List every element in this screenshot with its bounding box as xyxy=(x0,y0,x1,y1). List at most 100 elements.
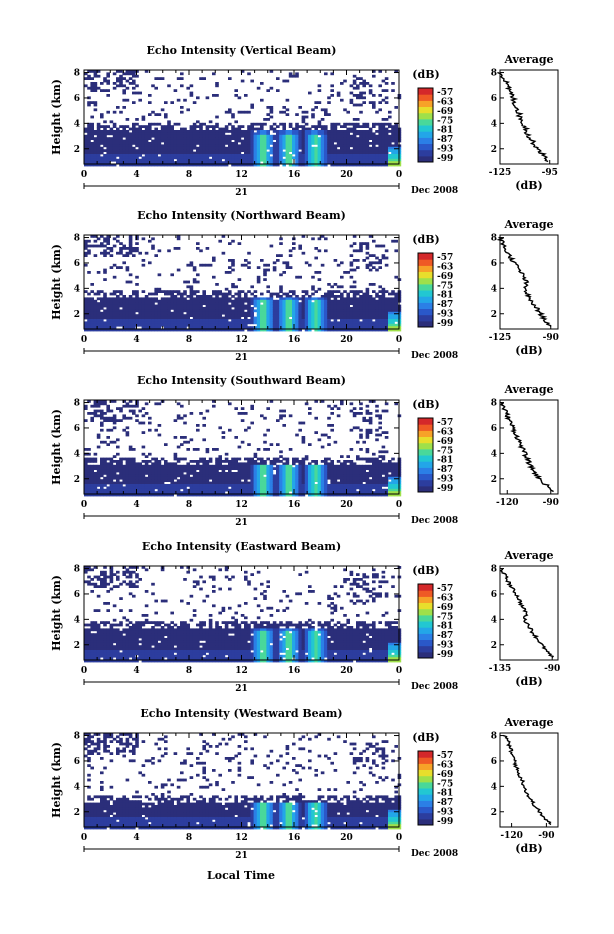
heatmap-cell xyxy=(366,321,370,324)
heatmap-cell xyxy=(174,297,178,300)
heatmap-cell xyxy=(286,140,290,143)
heatmap-cell xyxy=(375,312,379,315)
heatmap-cell xyxy=(257,470,261,473)
heatmap-cell xyxy=(273,147,277,150)
heatmap-cell xyxy=(378,309,382,312)
heatmap-cell xyxy=(148,94,152,97)
heatmap-cell xyxy=(394,300,398,303)
heatmap-cell xyxy=(154,484,158,487)
heatmap-cell xyxy=(295,128,299,131)
heatmap-cell xyxy=(324,125,328,128)
heatmap-cell xyxy=(145,486,149,489)
heatmap-cell xyxy=(234,128,238,131)
heatmap-cell xyxy=(132,92,136,95)
heatmap-cell xyxy=(215,472,219,475)
heatmap-cell xyxy=(186,441,190,444)
heatmap-cell xyxy=(164,317,168,320)
heatmap-cell xyxy=(222,132,226,135)
heatmap-cell xyxy=(311,137,315,140)
heatmap-cell xyxy=(250,486,254,489)
heatmap-cell xyxy=(183,99,187,102)
heatmap-cell xyxy=(209,489,213,492)
heatmap-cell xyxy=(158,314,162,317)
heatmap-cell xyxy=(356,249,360,252)
heatmap-cell xyxy=(308,147,312,150)
heatmap-cell xyxy=(90,405,94,408)
heatmap-cell xyxy=(394,295,398,298)
heatmap-cell xyxy=(266,314,270,317)
heatmap-cell xyxy=(193,448,197,451)
heatmap-cell xyxy=(388,302,392,305)
heatmap-cell xyxy=(90,283,94,286)
heatmap-cell xyxy=(308,295,312,298)
heatmap-cell xyxy=(270,293,274,296)
heatmap-cell xyxy=(87,479,91,482)
heatmap-cell xyxy=(154,288,158,291)
heatmap-cell xyxy=(116,137,120,140)
heatmap-cell xyxy=(257,135,261,138)
heatmap-cell xyxy=(231,261,235,264)
heatmap-cell xyxy=(142,312,146,315)
heatmap-cell xyxy=(215,448,219,451)
heatmap-cell xyxy=(250,125,254,128)
heatmap-cell xyxy=(340,302,344,305)
heatmap-cell xyxy=(202,312,206,315)
heatmap-cell xyxy=(129,484,133,487)
heatmap-cell xyxy=(126,314,130,317)
heatmap-cell xyxy=(158,307,162,310)
heatmap-cell xyxy=(87,317,91,320)
heatmap-cell xyxy=(378,295,382,298)
heatmap-cell xyxy=(145,305,149,308)
heatmap-cell xyxy=(206,486,210,489)
heatmap-cell xyxy=(244,140,248,143)
heatmap-cell xyxy=(238,154,242,157)
heatmap-cell xyxy=(132,72,136,75)
heatmap-cell xyxy=(286,305,290,308)
heatmap-cell xyxy=(263,149,267,152)
heatmap-cell xyxy=(241,111,245,114)
heatmap-cell xyxy=(161,472,165,475)
heatmap-cell xyxy=(247,159,251,162)
heatmap-cell xyxy=(218,290,222,293)
heatmap-cell xyxy=(116,460,120,463)
heatmap-cell xyxy=(167,142,171,145)
heatmap-cell xyxy=(394,293,398,296)
heatmap-cell xyxy=(356,309,360,312)
heatmap-cell xyxy=(337,144,341,147)
heatmap-cell xyxy=(295,154,299,157)
heatmap-cell xyxy=(366,264,370,267)
heatmap-cell xyxy=(276,307,280,310)
heatmap-cell xyxy=(334,324,338,327)
heatmap-cell xyxy=(366,137,370,140)
heatmap-cell xyxy=(199,130,203,133)
heatmap-cell xyxy=(199,305,203,308)
heatmap-cell xyxy=(346,123,350,126)
heatmap-cell xyxy=(84,486,88,489)
heatmap-cell xyxy=(154,293,158,296)
heatmap-cell xyxy=(129,489,133,492)
heatmap-cell xyxy=(324,300,328,303)
heatmap-cell xyxy=(119,297,123,300)
heatmap-cell xyxy=(158,144,162,147)
heatmap-cell xyxy=(206,156,210,159)
heatmap-cell xyxy=(385,324,389,327)
heatmap-cell xyxy=(177,159,181,162)
heatmap-cell xyxy=(260,132,264,135)
heatmap-cell xyxy=(87,137,91,140)
heatmap-cell xyxy=(202,470,206,473)
heatmap-cell xyxy=(282,465,286,468)
heatmap-cell xyxy=(132,293,136,296)
heatmap-cell xyxy=(142,152,146,155)
heatmap-cell xyxy=(238,305,242,308)
heatmap-cell xyxy=(186,321,190,324)
heatmap-cell xyxy=(270,319,274,322)
heatmap-cell xyxy=(231,312,235,315)
heatmap-cell xyxy=(327,283,331,286)
heatmap-cell xyxy=(266,482,270,485)
heatmap-cell xyxy=(186,135,190,138)
heatmap-cell xyxy=(266,285,270,288)
heatmap-cell xyxy=(90,419,94,422)
heatmap-cell xyxy=(337,154,341,157)
heatmap-cell xyxy=(263,324,267,327)
heatmap-cell xyxy=(254,132,258,135)
